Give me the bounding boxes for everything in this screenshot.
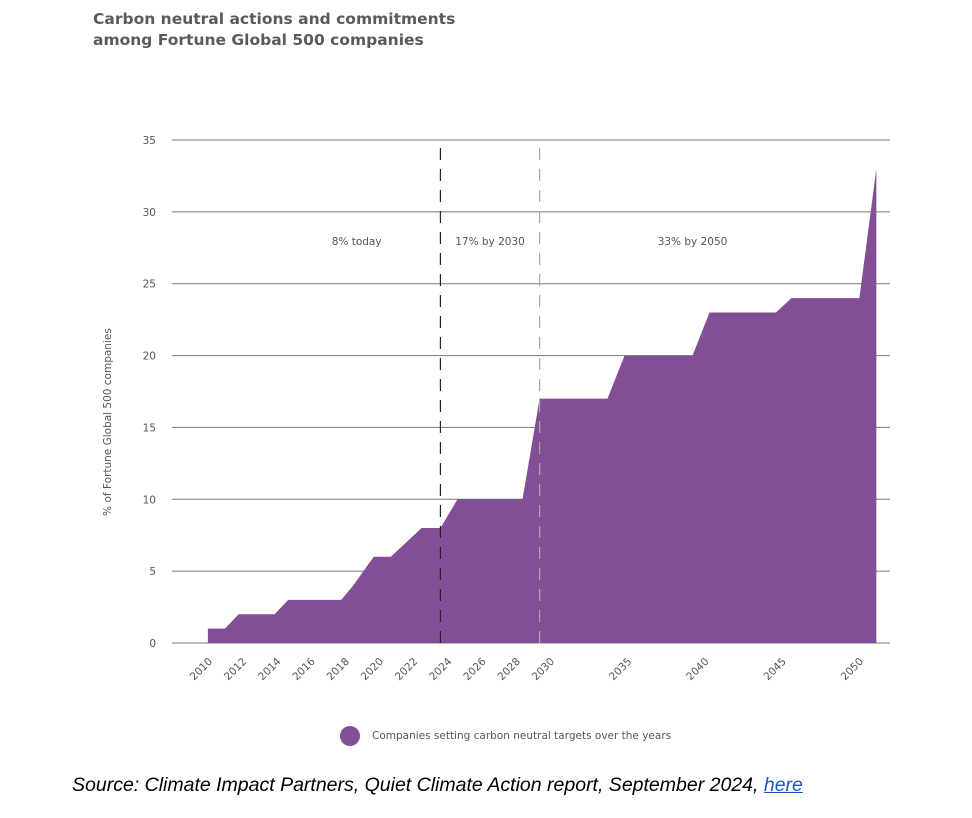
y-tick-label: 25 bbox=[143, 279, 156, 291]
legend-label: Companies setting carbon neutral targets… bbox=[372, 730, 671, 742]
x-tick-label: 2012 bbox=[222, 656, 249, 683]
y-tick-label: 10 bbox=[143, 494, 156, 506]
y-tick-label: 35 bbox=[143, 135, 156, 147]
x-tick-label: 2028 bbox=[496, 656, 523, 683]
y-tick-label: 20 bbox=[143, 351, 156, 363]
area-chart: 0 5 10 15 20 25 30 35 2010 2012 2014 2016 2018 2020 2… bbox=[102, 135, 890, 746]
legend-marker bbox=[340, 726, 360, 746]
y-tick-label: 30 bbox=[143, 207, 156, 219]
annotation: 17% by 2030 bbox=[455, 236, 525, 248]
x-tick-label: 2014 bbox=[256, 655, 284, 683]
x-tick-label: 2016 bbox=[290, 655, 318, 683]
source-note: Source: Climate Impact Partners, Quiet C… bbox=[72, 774, 803, 797]
x-tick-label: 2020 bbox=[359, 656, 386, 683]
source-link[interactable]: here bbox=[763, 774, 803, 796]
title-line-1: Carbon neutral actions and commitments bbox=[93, 10, 456, 28]
annotation: 8% today bbox=[332, 236, 382, 248]
y-tick-label: 0 bbox=[149, 638, 156, 650]
x-tick-label: 2040 bbox=[684, 656, 711, 683]
x-tick-label: 2045 bbox=[761, 656, 788, 683]
chart-title: Carbon neutral actions and commitments a… bbox=[93, 9, 455, 51]
title-line-2: among Fortune Global 500 companies bbox=[93, 31, 424, 49]
x-tick-label: 2024 bbox=[427, 655, 455, 683]
y-tick-label: 5 bbox=[149, 566, 156, 578]
annotation: 33% by 2050 bbox=[658, 236, 728, 248]
x-tick-label: 2022 bbox=[393, 656, 420, 683]
x-tick-label: 2050 bbox=[839, 656, 866, 683]
x-tick-label: 2030 bbox=[530, 656, 557, 683]
x-tick-label: 2026 bbox=[461, 655, 489, 683]
x-tick-label: 2018 bbox=[325, 656, 352, 683]
x-tick-label: 2035 bbox=[607, 656, 634, 683]
y-axis-label: % of Fortune Global 500 companies bbox=[102, 328, 114, 516]
x-tick-label: 2010 bbox=[188, 656, 215, 683]
source-text: Source: Climate Impact Partners, Quiet C… bbox=[72, 774, 764, 796]
series-area bbox=[207, 168, 877, 643]
y-tick-label: 15 bbox=[143, 422, 156, 434]
